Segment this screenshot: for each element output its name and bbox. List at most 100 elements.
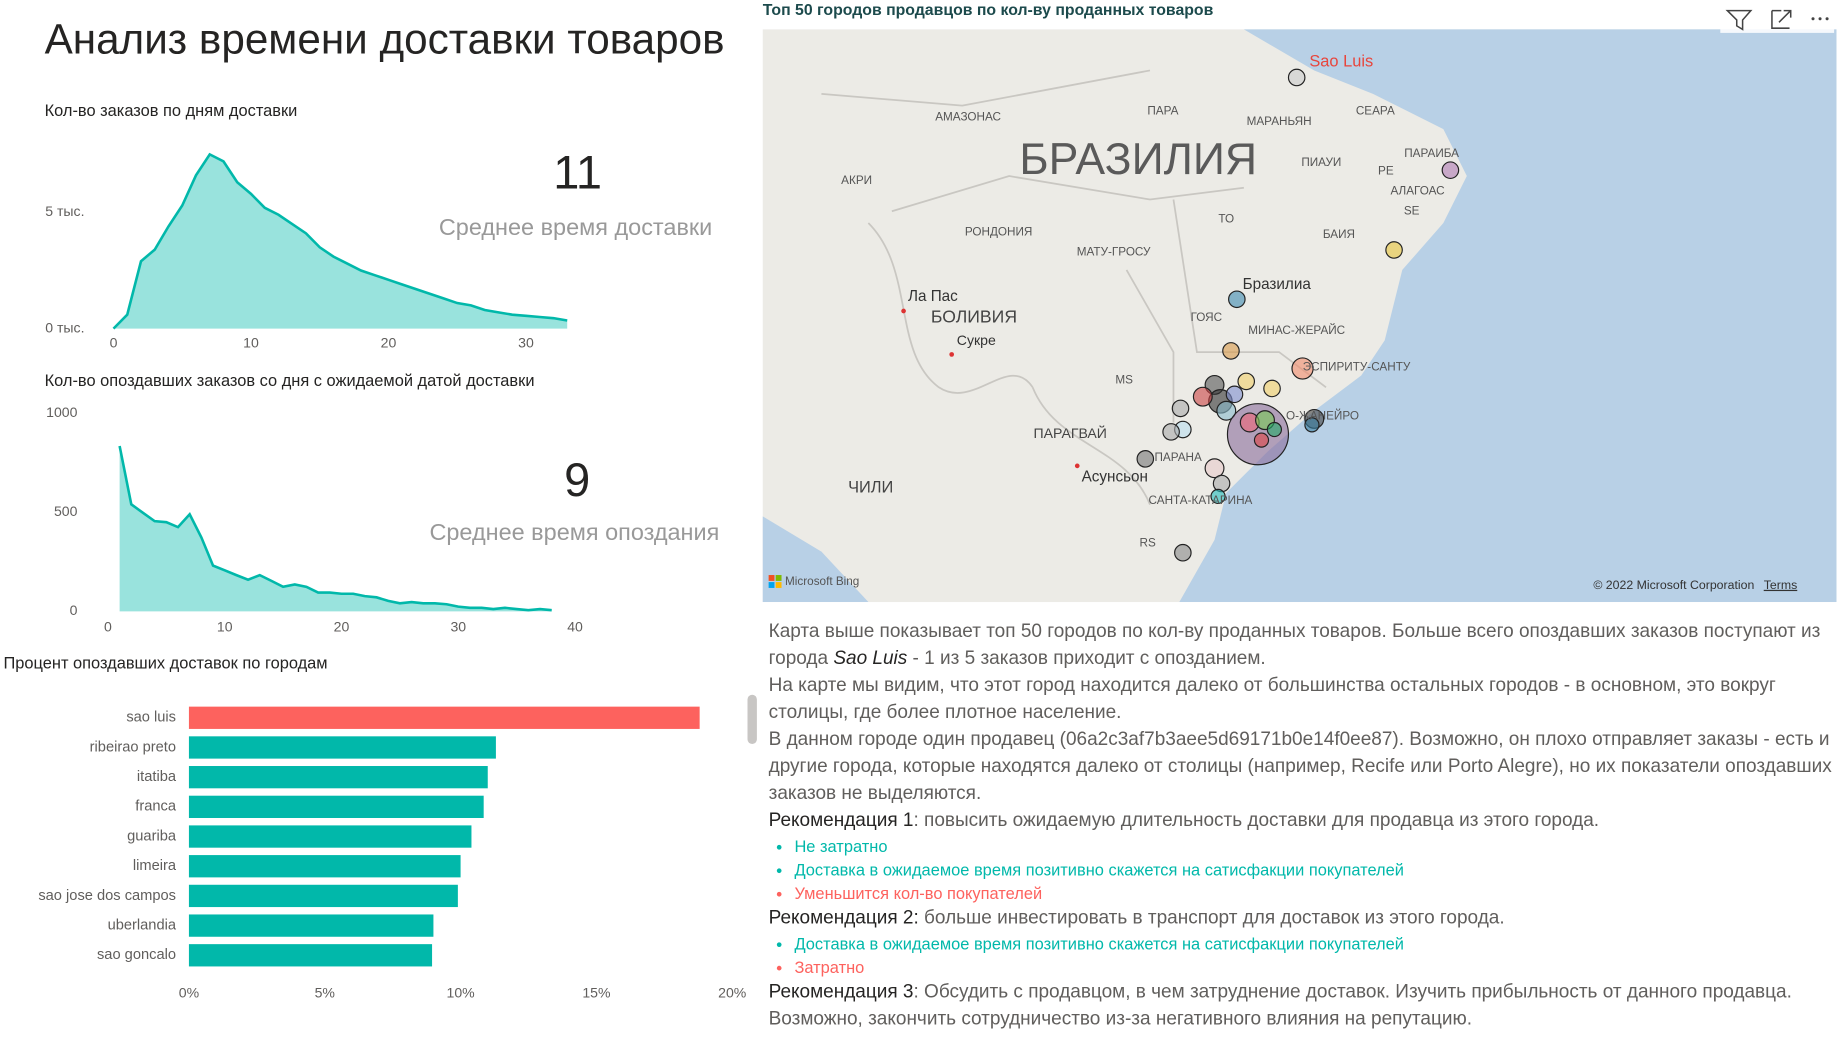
ocean xyxy=(1179,29,1837,603)
map-label: ПАРАНА xyxy=(1154,451,1202,464)
recommendation-text: : Обсудить с продавцом, в чем затруднени… xyxy=(768,981,1792,1030)
map-label: РОНДОНИЯ xyxy=(965,225,1033,238)
y-tick-label: franca xyxy=(135,799,177,815)
map-label: Асунсьон xyxy=(1082,469,1148,486)
x-tick-label: 40 xyxy=(567,619,583,635)
description-text: Карта выше показывает топ 50 городов по … xyxy=(769,618,1837,1032)
x-tick-label: 0 xyxy=(110,335,118,351)
recommendation-points: Доставка в ожидаемое время позитивно ска… xyxy=(769,932,1837,979)
map-label: PE xyxy=(1378,164,1394,177)
recommendation: Рекомендация 3: Обсудить с продавцом, в … xyxy=(769,979,1837,1033)
map-label: АКРИ xyxy=(841,174,872,187)
recommendation-point: Не затратно xyxy=(794,834,1836,857)
map-label: АМАЗОНАС xyxy=(935,110,1001,123)
city-bubble xyxy=(1225,385,1244,404)
map-label: Ла Пас xyxy=(908,288,958,305)
map-label: Сукре xyxy=(957,332,996,348)
recommendation-text: : повысить ожидаемую длительность достав… xyxy=(913,809,1600,831)
more-icon[interactable] xyxy=(1811,17,1829,21)
x-tick-label: 30 xyxy=(450,619,466,635)
map-label: ТО xyxy=(1218,213,1234,226)
page-title: Анализ времени доставки товаров xyxy=(45,15,725,62)
map-label: ПАРА xyxy=(1147,105,1178,118)
bar xyxy=(188,884,458,908)
kpi-value: 11 xyxy=(553,146,602,198)
city-bubble xyxy=(1441,161,1460,179)
bar xyxy=(188,706,700,729)
map-labels: Sao Luis АМАЗОНАС ПАРА МАРАНЬЯН СЕАРА БРАЗИЛИ… xyxy=(841,53,1459,550)
bar xyxy=(188,795,484,818)
map-label: ЧИЛИ xyxy=(848,479,893,497)
city-dot xyxy=(1074,463,1080,469)
chart-title: Кол-во опоздавших заказов со дня с ожида… xyxy=(45,372,535,390)
map-terms[interactable]: Terms xyxy=(1764,578,1798,592)
y-tick-label: sao jose dos campos xyxy=(38,888,176,904)
map: Топ 50 городов продавцов по кол-ву прода… xyxy=(762,2,1837,603)
city-bubble xyxy=(1216,400,1237,421)
map-label: АЛАГОАС xyxy=(1390,184,1445,197)
city-dot xyxy=(901,308,906,314)
paragraph: Карта выше показывает топ 50 городов по … xyxy=(769,618,1837,672)
area-fill xyxy=(119,446,552,612)
recommendation-point: Доставка в ожидаемое время позитивно ска… xyxy=(794,858,1836,881)
text: Карта выше показывает топ 50 городов по … xyxy=(768,620,1821,669)
map-label: ПИАУИ xyxy=(1301,156,1341,169)
y-tick-label: limeira xyxy=(133,858,177,874)
map-label: САНТА-КАТАРИНА xyxy=(1149,494,1253,507)
chart-title: Процент опоздавших доставок по городам xyxy=(4,655,328,673)
city-bubble xyxy=(1287,68,1306,87)
description: Карта выше показывает топ 50 городов по … xyxy=(769,618,1837,1037)
recommendation-text: больше инвестировать в транспорт для дос… xyxy=(918,907,1505,929)
map-label: ПАРАИБА xyxy=(1404,147,1459,160)
y-tick-label: sao luis xyxy=(126,710,176,726)
recommendation-label: Рекомендация 1 xyxy=(768,809,914,831)
x-tick-label: 10 xyxy=(243,335,259,351)
y-tick-label: itatiba xyxy=(137,769,177,785)
bar-chart: Процент опоздавших доставок по городам 0%… xyxy=(4,655,747,1001)
x-tick-label: 0% xyxy=(179,985,200,1001)
city-bubble xyxy=(1237,372,1256,391)
bar xyxy=(188,855,461,878)
city-bubble xyxy=(1162,423,1180,441)
bar xyxy=(188,944,433,967)
bar xyxy=(188,914,434,937)
map-label: ГОЯС xyxy=(1191,311,1223,324)
focus-icon[interactable] xyxy=(1771,9,1792,29)
bar xyxy=(188,766,488,789)
map-copyright: © 2022 Microsoft Corporation xyxy=(1593,578,1754,592)
x-tick-label: 30 xyxy=(518,335,534,351)
kpi-value: 9 xyxy=(564,454,590,506)
y-tick-label: guariba xyxy=(127,828,177,844)
recommendation-point: Уменьшится кол-во покупателей xyxy=(794,881,1836,904)
city-bubble xyxy=(1210,488,1226,505)
y-tick-label: uberlandia xyxy=(108,917,177,933)
scrollbar[interactable] xyxy=(747,694,757,745)
bar xyxy=(188,736,496,759)
paragraph: В данном городе один продавец (06a2c3af7… xyxy=(768,728,1832,804)
area-line xyxy=(112,152,568,330)
city-bubble xyxy=(1174,543,1192,562)
bing-logo xyxy=(768,575,775,581)
bing-logo xyxy=(775,582,782,588)
y-tick-label: 1000 xyxy=(46,404,77,420)
bing-logo xyxy=(775,575,782,581)
city-bubble xyxy=(1385,241,1403,259)
area-line xyxy=(118,445,552,612)
map-label: RS xyxy=(1140,536,1156,549)
kpi-label: Среднее время доставки xyxy=(439,214,712,240)
area-chart: Кол-во опоздавших заказов со дня с ожида… xyxy=(45,372,720,635)
city-bubble xyxy=(1266,421,1283,438)
y-tick-label: 0 тыс. xyxy=(45,319,84,335)
filter-icon[interactable] xyxy=(1725,9,1753,31)
recommendation: Рекомендация 2: больше инвестировать в т… xyxy=(769,905,1837,932)
map-label: Бразилиа xyxy=(1243,276,1312,293)
paragraph: На карте мы видим, что этот город находи… xyxy=(768,674,1776,723)
map-label: SE xyxy=(1404,204,1420,217)
y-tick-label: ribeirao preto xyxy=(90,739,176,755)
map-label: СЕАРА xyxy=(1356,105,1395,118)
y-tick-label: 500 xyxy=(54,503,78,519)
city-bubble xyxy=(1253,432,1270,448)
map-title: Топ 50 городов продавцов по кол-ву прода… xyxy=(763,2,1214,19)
